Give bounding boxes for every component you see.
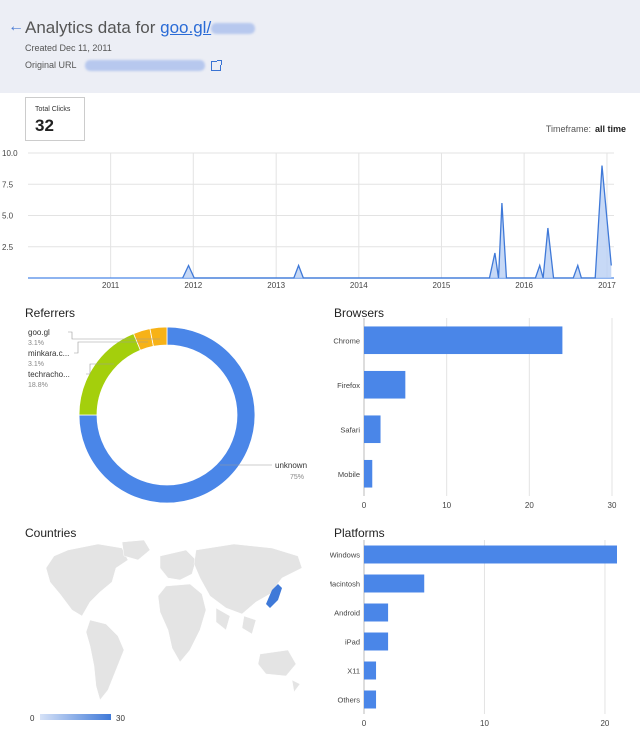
category-label: Windows: [330, 551, 360, 560]
leader-line: [86, 363, 114, 375]
platforms-title: Platforms: [334, 526, 385, 540]
category-label: Macintosh: [330, 580, 360, 589]
referrer-pct: 3.1%: [28, 361, 44, 368]
browsers-title: Browsers: [334, 306, 385, 320]
world-landmass: [45, 539, 303, 701]
page-header: ← Analytics data for goo.gl/ Created Dec…: [0, 0, 640, 93]
x-tick-label: 30: [608, 501, 617, 510]
original-url-label: Original URL: [25, 60, 77, 70]
x-tick-label: 0: [362, 501, 367, 510]
x-tick-label: 0: [362, 719, 367, 728]
short-url-link[interactable]: goo.gl/: [160, 18, 256, 37]
bar: [364, 690, 377, 709]
x-tick-label: 10: [442, 501, 451, 510]
original-url-link[interactable]: [84, 60, 205, 72]
x-tick-label: 2012: [184, 281, 202, 290]
total-clicks-card: Total Clicks 32: [25, 97, 85, 141]
referrer-pct: 18.8%: [28, 382, 48, 389]
category-label: Others: [337, 696, 360, 705]
browsers-bar-chart: 0 10 20 30 Chrome Firefox Safari Mobile: [333, 318, 617, 510]
x-tick-label: 10: [480, 719, 489, 728]
external-link-icon[interactable]: [211, 59, 223, 71]
x-tick-label: 20: [525, 501, 534, 510]
referrer-label: techracho...: [28, 370, 70, 379]
referrer-pct: 75%: [290, 474, 304, 481]
bar: [364, 545, 617, 564]
leader-line: [68, 331, 160, 340]
y-tick-label: 7.5: [2, 180, 14, 189]
clicks-timeline-chart: 2011 2012 2013 2014 2015 2016 2017 2.5 5.0 7.5 10.…: [2, 149, 616, 290]
bar: [364, 603, 389, 622]
countries-title: Countries: [25, 526, 77, 540]
platforms-bar-chart: 0 10 20 Windows Macintosh Android iPad X11 Other…: [330, 540, 617, 728]
bar: [364, 326, 563, 355]
y-tick-label: 5.0: [2, 212, 14, 221]
total-clicks-label: Total Clicks: [35, 106, 71, 113]
bar: [364, 415, 381, 444]
category-label: iPad: [345, 638, 360, 647]
bar: [364, 661, 377, 680]
category-label: Safari: [340, 425, 360, 434]
category-label: X11: [347, 667, 360, 676]
leader-line: [74, 341, 148, 354]
timeframe-label: Timeframe:: [545, 124, 591, 134]
map-legend-bar: [40, 714, 111, 720]
bar: [364, 632, 389, 651]
countries-map: 0 30: [30, 539, 303, 723]
category-label: Firefox: [337, 381, 360, 390]
japan-highlight[interactable]: [266, 584, 282, 608]
referrers-title: Referrers: [25, 306, 76, 320]
x-tick-label: 2015: [433, 281, 451, 290]
bar: [364, 459, 373, 488]
x-tick-label: 2016: [515, 281, 533, 290]
referrer-slice: [78, 326, 256, 504]
map-legend-min: 0: [30, 714, 35, 723]
category-label: Chrome: [333, 336, 360, 345]
referrer-label: goo.gl: [28, 328, 50, 337]
referrer-slice: [149, 326, 168, 347]
map-legend-max: 30: [116, 714, 125, 723]
referrer-label: minkara.c...: [28, 349, 69, 358]
x-tick-label: 2013: [267, 281, 285, 290]
x-tick-label: 2011: [102, 281, 120, 290]
category-label: Android: [334, 609, 360, 618]
timeframe[interactable]: Timeframe: all time: [546, 124, 626, 134]
x-tick-label: 2017: [598, 281, 616, 290]
original-url-row: Original URL: [25, 59, 223, 72]
referrers-donut-chart: unknown 75% goo.gl 3.1% minkara.c... 3.1% tech…: [28, 326, 307, 504]
total-clicks-value: 32: [35, 116, 54, 135]
y-tick-label: 10.0: [2, 149, 18, 158]
arrow-left-icon[interactable]: ←: [8, 18, 24, 35]
referrer-label: unknown: [275, 461, 307, 470]
timeframe-value[interactable]: all time: [594, 124, 626, 134]
x-tick-label: 2014: [350, 281, 368, 290]
y-tick-label: 2.5: [2, 243, 14, 252]
created-date: Created Dec 11, 2011: [25, 43, 112, 53]
category-label: Mobile: [338, 470, 360, 479]
timeline-line: [182, 165, 612, 279]
x-tick-label: 20: [600, 719, 609, 728]
bar: [364, 370, 406, 399]
page-title: Analytics data for goo.gl/: [25, 18, 256, 38]
timeline-area: [182, 165, 612, 278]
referrer-pct: 3.1%: [28, 340, 44, 347]
bar: [364, 574, 425, 593]
